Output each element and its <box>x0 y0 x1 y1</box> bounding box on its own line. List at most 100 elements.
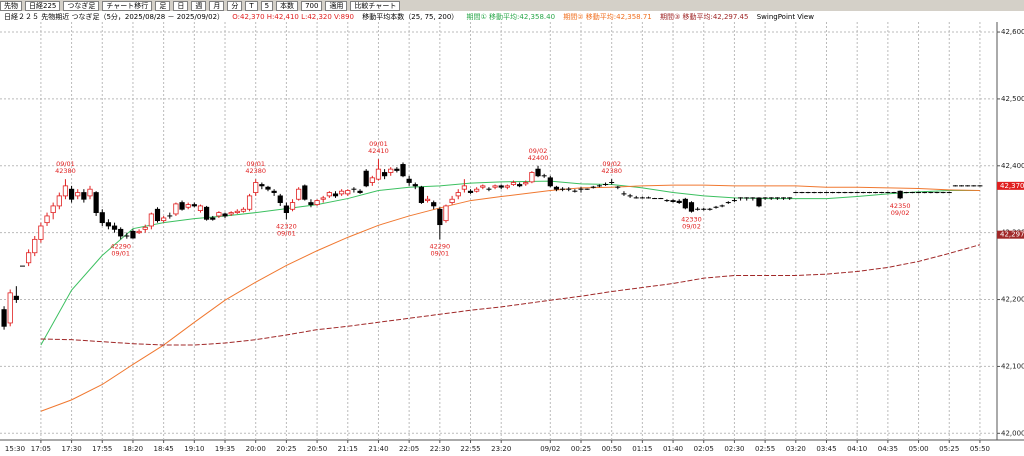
info-swing: SwingPoint View <box>756 13 814 21</box>
y-tick-label: 42,400 <box>1001 162 1024 170</box>
candle-body <box>210 217 216 220</box>
candle-body <box>7 292 13 324</box>
candle-body <box>467 190 474 193</box>
candle-body <box>388 168 394 173</box>
x-tick-label: 18:45 <box>154 445 174 453</box>
price-marker-label: 42,297 <box>1000 231 1024 239</box>
x-tick-label: 18:20 <box>123 445 143 453</box>
candle-body <box>173 203 179 215</box>
toolbar-item[interactable]: 本数 <box>276 0 299 11</box>
x-tick-label: 15:30 <box>5 445 25 453</box>
candle-body <box>394 168 400 171</box>
candle-body <box>253 182 259 193</box>
candle-body <box>676 200 682 203</box>
candle-body <box>670 200 676 202</box>
candle-body <box>756 197 762 207</box>
toolbar-item[interactable]: 月 <box>209 0 225 11</box>
x-tick-label: 02:05 <box>694 445 714 453</box>
x-tick-label: 17:30 <box>61 445 81 453</box>
candle-body <box>547 177 553 187</box>
candle-body <box>277 195 283 203</box>
candle-body <box>289 202 296 210</box>
candle-body <box>375 168 382 180</box>
candle-body <box>148 213 154 227</box>
x-tick-label: 19:35 <box>215 445 235 453</box>
candle-body <box>296 188 302 200</box>
candle-body <box>418 186 425 203</box>
toolbar-item[interactable]: チャート移行 <box>102 0 153 11</box>
candle-body <box>105 222 112 227</box>
info-ma3: 期間③ 移動平均:42,297.45 <box>659 13 749 21</box>
candle-body <box>228 212 234 215</box>
candle-body <box>56 195 62 207</box>
candle-body <box>44 215 50 224</box>
candle-body <box>320 197 326 200</box>
candle-body <box>400 164 406 177</box>
swing-date: 09/02 <box>891 209 910 217</box>
x-tick-label: 03:45 <box>816 445 836 453</box>
y-tick-label: 42,200 <box>1001 296 1024 304</box>
swing-price: 42320 <box>276 222 297 230</box>
swing-price: 42290 <box>110 242 131 250</box>
candle-body <box>118 228 124 237</box>
x-tick-label: 05:50 <box>970 445 990 453</box>
x-tick-label: 00:50 <box>602 445 622 453</box>
candle-body <box>246 195 253 210</box>
candle-body <box>510 182 517 185</box>
toolbar-item[interactable]: 週 <box>191 0 207 11</box>
candle-body <box>498 185 504 188</box>
candle-body <box>136 230 142 234</box>
moving-average-line <box>40 180 980 346</box>
toolbar-item[interactable]: 先物 <box>0 0 22 11</box>
x-tick-label: 00:25 <box>571 445 591 453</box>
candle-body <box>461 185 467 190</box>
toolbar-item[interactable]: 分 <box>227 0 243 11</box>
candle-body <box>688 202 695 212</box>
swing-date: 09/02 <box>529 147 548 155</box>
x-tick-label: 21:15 <box>338 445 358 453</box>
x-tick-label: 23:20 <box>491 445 511 453</box>
toolbar-item[interactable]: 日 <box>173 0 189 11</box>
candle-body <box>302 185 308 200</box>
candle-body <box>13 295 19 300</box>
x-tick-label: 01:15 <box>632 445 652 453</box>
x-tick-label: 17:05 <box>31 445 51 453</box>
candle-body <box>517 184 523 187</box>
candle-body <box>314 200 320 205</box>
toolbar-item[interactable]: 700 <box>301 0 323 11</box>
swing-date: 09/01 <box>111 249 130 257</box>
swing-price: 42290 <box>429 242 450 250</box>
candle-body <box>553 186 560 190</box>
candle-body <box>142 226 148 230</box>
x-tick-label: 22:55 <box>460 445 480 453</box>
toolbar-item[interactable]: 足 <box>155 0 171 11</box>
candle-body <box>68 188 75 200</box>
candle-body <box>363 170 369 187</box>
swing-date: 09/02 <box>602 160 621 168</box>
candle-body <box>339 190 345 195</box>
toolbar-item[interactable]: 比較チャート <box>350 0 401 11</box>
candle-body <box>216 212 222 217</box>
candle-body <box>480 185 486 188</box>
toolbar-item[interactable]: 日経225 <box>25 0 61 11</box>
info-line: 日経２２５ 先物期近 つなぎ足（5分，2025/08/28 － 2025/09/… <box>4 12 820 22</box>
candle-body <box>437 208 443 226</box>
toolbar-item[interactable]: 適用 <box>325 0 348 11</box>
candle-body <box>154 208 161 222</box>
x-tick-label: 02:55 <box>755 445 775 453</box>
candle-body <box>412 184 418 187</box>
candle-body <box>191 204 197 207</box>
candle-body <box>26 252 32 264</box>
candle-body <box>204 206 210 220</box>
price-marker <box>997 230 1024 239</box>
x-tick-label: 19:10 <box>184 445 204 453</box>
candle-body <box>449 198 455 203</box>
candle-body <box>431 202 437 207</box>
toolbar-item[interactable]: 5 <box>260 0 274 11</box>
x-tick-label: 01:40 <box>663 445 683 453</box>
candle-body <box>87 188 93 197</box>
toolbar-item[interactable]: T <box>245 0 258 11</box>
toolbar-item[interactable]: つなぎ足 <box>63 0 100 11</box>
candle-body <box>222 213 228 217</box>
